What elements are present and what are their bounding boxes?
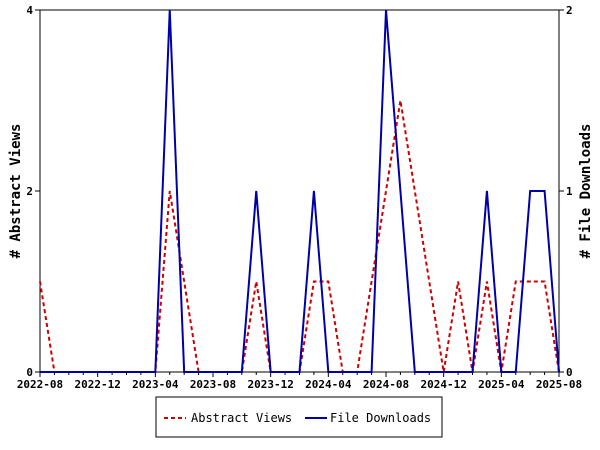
y-left-tick-label: 0: [26, 366, 33, 379]
legend: Abstract Views File Downloads: [155, 396, 443, 438]
x-tick-label: 2024-12: [420, 378, 466, 391]
y-right-tick-label: 2: [566, 4, 573, 17]
x-tick-label: 2024-04: [305, 378, 352, 391]
x-tick-label: 2025-08: [536, 378, 582, 391]
x-tick-label: 2025-04: [478, 378, 525, 391]
axes-layer: 0 2 4 0 1 2 2022-08 2022-12 2023-04 2023-08 2023-1…: [17, 4, 582, 391]
legend-label-file-downloads: File Downloads: [330, 411, 431, 425]
plot-area: [39, 9, 560, 373]
y-left-tick-label: 2: [26, 185, 33, 198]
y-left-tick-label: 4: [26, 4, 33, 17]
y-axis-left-title: # Abstract Views: [8, 124, 24, 259]
plot-frame: [39, 9, 560, 373]
x-tick-label: 2022-12: [74, 378, 120, 391]
legend-label-abstract-views: Abstract Views: [191, 411, 292, 425]
x-tick-label: 2023-12: [247, 378, 293, 391]
y-axis-right-title: # File Downloads: [578, 124, 594, 259]
y-right-tick-label: 0: [566, 366, 573, 379]
y-right-tick-label: 1: [566, 185, 573, 198]
legend-box: [155, 396, 443, 438]
x-tick-label: 2024-08: [363, 378, 409, 391]
x-tick-label: 2023-08: [190, 378, 236, 391]
x-tick-label: 2022-08: [17, 378, 63, 391]
x-tick-label: 2023-04: [132, 378, 179, 391]
